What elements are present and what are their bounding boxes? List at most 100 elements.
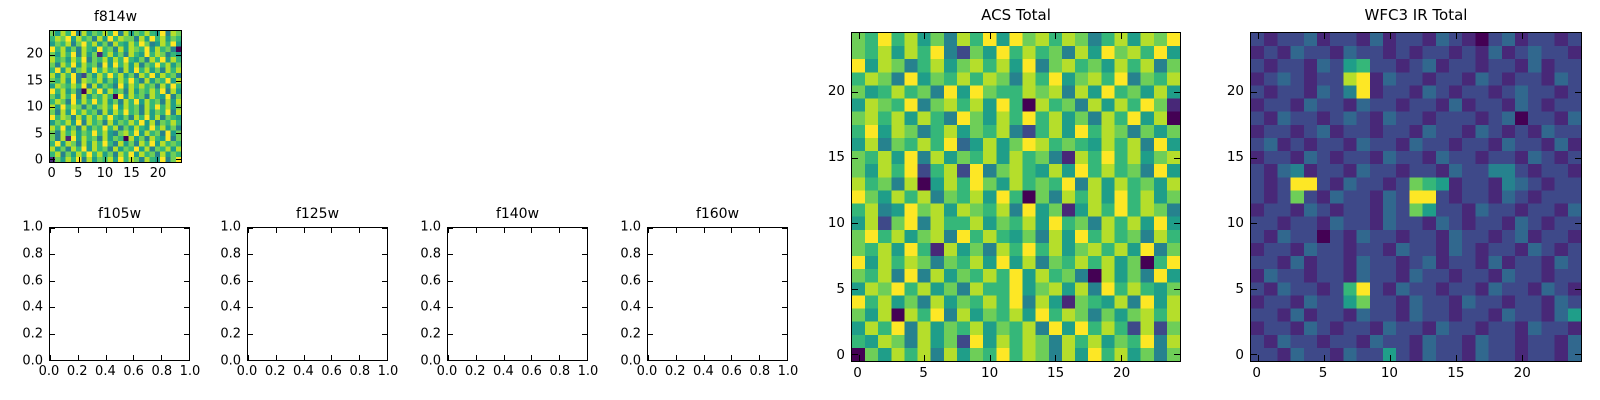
tick-mark xyxy=(176,133,181,135)
tick-mark xyxy=(731,228,733,233)
tick-label: 0.6 xyxy=(420,273,441,289)
tick-mark xyxy=(50,355,51,360)
tick-label: 0.4 xyxy=(95,364,116,379)
tick-mark xyxy=(858,33,860,39)
subplot-title: WFC3 IR Total xyxy=(1364,6,1468,24)
tick-mark xyxy=(1323,355,1325,361)
tick-label: 0.6 xyxy=(620,273,641,289)
tick-mark xyxy=(782,254,787,256)
tick-mark xyxy=(176,80,181,82)
tick-mark xyxy=(248,333,253,335)
tick-label: 10 xyxy=(981,365,999,381)
tick-mark xyxy=(387,228,388,233)
tick-label: 0.8 xyxy=(349,364,371,379)
tick-mark xyxy=(759,355,761,360)
plot-area xyxy=(49,227,190,361)
tick-mark xyxy=(275,355,277,360)
subplot-f160w: f160w 0.0 0.2 0.4 0.6 0.8 1.0 0.0 0.2 0.4 0.6 0.8… xyxy=(620,206,798,379)
tick-mark xyxy=(448,355,449,360)
tick-label: 0.0 xyxy=(38,364,60,379)
subplot-wfc3-ir-total: WFC3 IR Total 0 5 10 15 20 0 5 10 15 20 xyxy=(1227,6,1582,381)
tick-label: 0.2 xyxy=(464,364,486,379)
x-tick-labels: 0.0 0.2 0.4 0.6 0.8 1.0 xyxy=(237,364,399,382)
tick-label: 0.4 xyxy=(620,299,641,315)
tick-label: 0 xyxy=(1235,347,1244,364)
heatmap-image xyxy=(1251,33,1581,361)
plot-area xyxy=(1250,32,1582,362)
tick-mark xyxy=(382,254,387,256)
tick-mark xyxy=(50,80,55,82)
tick-label: 1.0 xyxy=(377,364,399,379)
tick-mark xyxy=(475,228,477,233)
subplot-title: f140w xyxy=(495,206,540,222)
tick-label: 0.8 xyxy=(22,246,43,262)
tick-label: 0.6 xyxy=(521,364,542,379)
tick-mark xyxy=(675,228,677,233)
tick-label: 10 xyxy=(26,99,43,115)
tick-mark xyxy=(787,355,788,360)
tick-mark xyxy=(648,307,653,309)
tick-mark xyxy=(359,228,361,233)
tick-mark xyxy=(782,228,787,229)
tick-mark xyxy=(582,280,587,282)
tick-mark xyxy=(331,228,333,233)
tick-label: 0.0 xyxy=(420,353,441,369)
tick-mark xyxy=(248,307,253,309)
tick-label: 15 xyxy=(1447,365,1465,381)
tick-mark xyxy=(582,360,587,361)
tick-label: 1.0 xyxy=(620,219,641,235)
tick-mark xyxy=(782,307,787,309)
subplot-title: f160w xyxy=(695,206,740,222)
tick-mark xyxy=(1575,92,1581,94)
tick-label: 5 xyxy=(34,126,43,142)
tick-label: 0.0 xyxy=(436,364,458,379)
tick-mark xyxy=(50,254,55,256)
tick-label: 0.2 xyxy=(220,326,241,342)
tick-mark xyxy=(448,254,453,256)
tick-mark xyxy=(1120,355,1122,361)
tick-mark xyxy=(50,360,55,361)
tick-mark xyxy=(924,33,926,39)
tick-label: 5 xyxy=(1235,281,1244,298)
tick-mark xyxy=(787,228,788,233)
tick-mark xyxy=(782,280,787,282)
tick-mark xyxy=(1174,354,1180,356)
tick-label: 20 xyxy=(1226,83,1244,100)
tick-mark xyxy=(648,280,653,282)
tick-mark xyxy=(105,31,107,36)
tick-mark xyxy=(703,228,705,233)
tick-mark xyxy=(382,280,387,282)
tick-mark xyxy=(77,355,79,360)
tick-label: 0.4 xyxy=(220,299,241,315)
tick-mark xyxy=(782,333,787,335)
tick-mark xyxy=(184,333,189,335)
tick-mark xyxy=(382,228,387,229)
tick-label: 0.2 xyxy=(664,364,686,379)
subplot-f814w: f814w 0 5 10 15 20 0 5 10 15 20 xyxy=(26,9,182,181)
tick-mark xyxy=(131,31,133,36)
tick-label: 0.0 xyxy=(636,364,658,379)
tick-label: 0.0 xyxy=(22,353,43,369)
tick-mark xyxy=(50,228,55,229)
tick-label: 0.0 xyxy=(220,353,241,369)
tick-label: 15 xyxy=(1047,365,1065,381)
tick-mark xyxy=(924,355,926,361)
tick-mark xyxy=(852,157,858,159)
tick-mark xyxy=(582,307,587,309)
tick-mark xyxy=(503,355,505,360)
x-tick-labels: 0 5 10 15 20 xyxy=(851,365,1181,383)
subplot-acs-total: ACS Total 0 5 10 15 20 0 5 10 15 20 xyxy=(828,6,1181,381)
tick-label: 20 xyxy=(1113,365,1131,381)
tick-mark xyxy=(648,355,649,360)
tick-mark xyxy=(1575,354,1581,356)
tick-mark xyxy=(448,360,453,361)
tick-mark xyxy=(1120,33,1122,39)
y-tick-labels: 0 5 10 15 20 xyxy=(803,32,845,363)
tick-label: 0 xyxy=(34,152,43,168)
tick-mark xyxy=(1257,355,1259,361)
tick-mark xyxy=(989,355,991,361)
subplot-title: f814w xyxy=(93,9,138,25)
tick-mark xyxy=(105,228,107,233)
tick-mark xyxy=(1575,223,1581,225)
